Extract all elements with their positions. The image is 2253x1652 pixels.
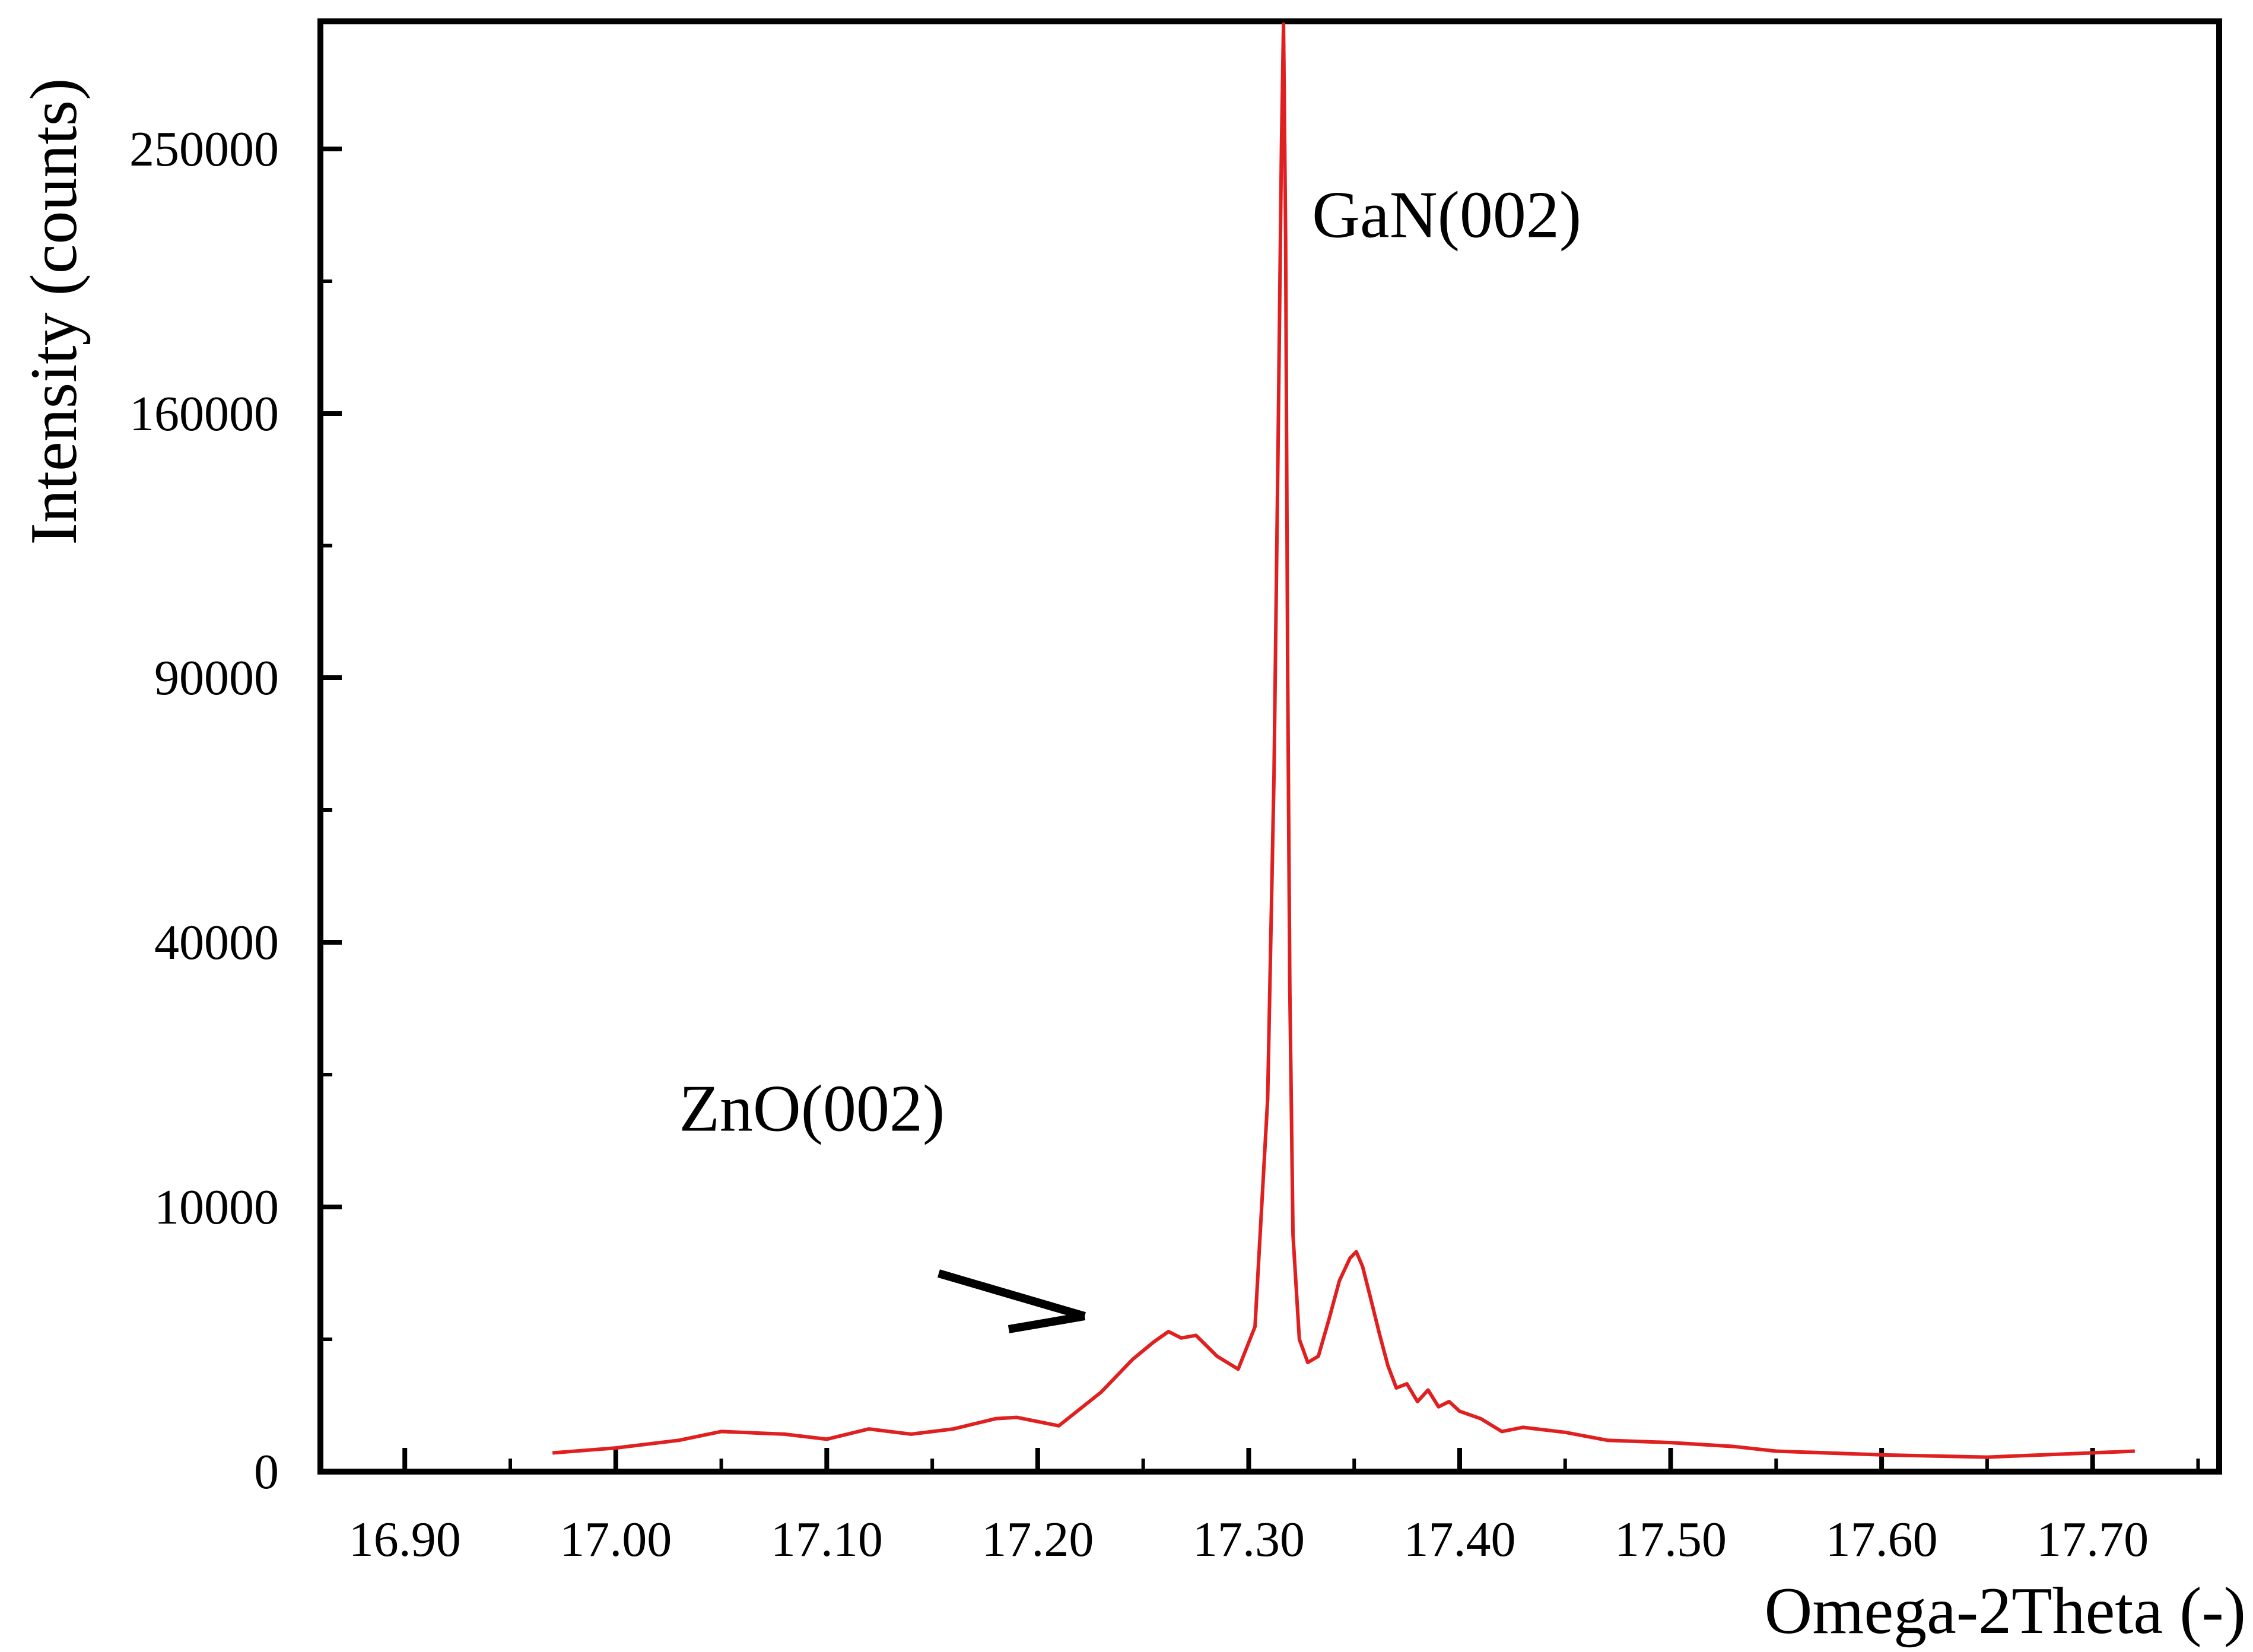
x-tick-label: 17.30 <box>1193 1512 1305 1567</box>
x-axis-ticks: 16.90 17.00 17.10 17.20 17.30 17.40 17.50 17.60… <box>349 1448 2200 1567</box>
y-axis-ticks: 0 10000 40000 90000 160000 250000 <box>129 122 342 1499</box>
y-tick-label: 250000 <box>129 122 279 177</box>
x-tick-label: 17.10 <box>771 1512 883 1567</box>
annotation-label-1: ZnO(002) <box>679 1072 945 1145</box>
zno-arrow <box>938 1269 1086 1333</box>
x-tick-label: 17.40 <box>1404 1512 1516 1567</box>
y-tick-label: 90000 <box>154 650 279 706</box>
annotation-layer: GaN(002) ZnO(002) <box>679 179 1581 1146</box>
y-tick-label: 160000 <box>129 386 279 441</box>
x-tick-label: 17.20 <box>981 1512 1094 1567</box>
series-layer <box>552 22 2135 1459</box>
x-tick-label: 17.70 <box>2036 1512 2149 1567</box>
y-tick-label: 0 <box>254 1444 279 1499</box>
y-tick-label: 40000 <box>154 915 279 970</box>
x-tick-label: 17.60 <box>1826 1512 1938 1567</box>
x-tick-label: 17.00 <box>560 1512 672 1567</box>
plot-frame <box>317 18 2222 1475</box>
y-tick-label: 10000 <box>154 1180 279 1235</box>
x-axis-title: Omega-2Theta (-) <box>1764 1574 2246 1648</box>
y-axis-title: Intensity (counts) <box>17 78 91 545</box>
x-tick-label: 16.90 <box>349 1512 461 1567</box>
series-line-0 <box>552 22 2135 1459</box>
x-tick-label: 17.50 <box>1615 1512 1727 1567</box>
annotation-label-0: GaN(002) <box>1312 179 1581 252</box>
